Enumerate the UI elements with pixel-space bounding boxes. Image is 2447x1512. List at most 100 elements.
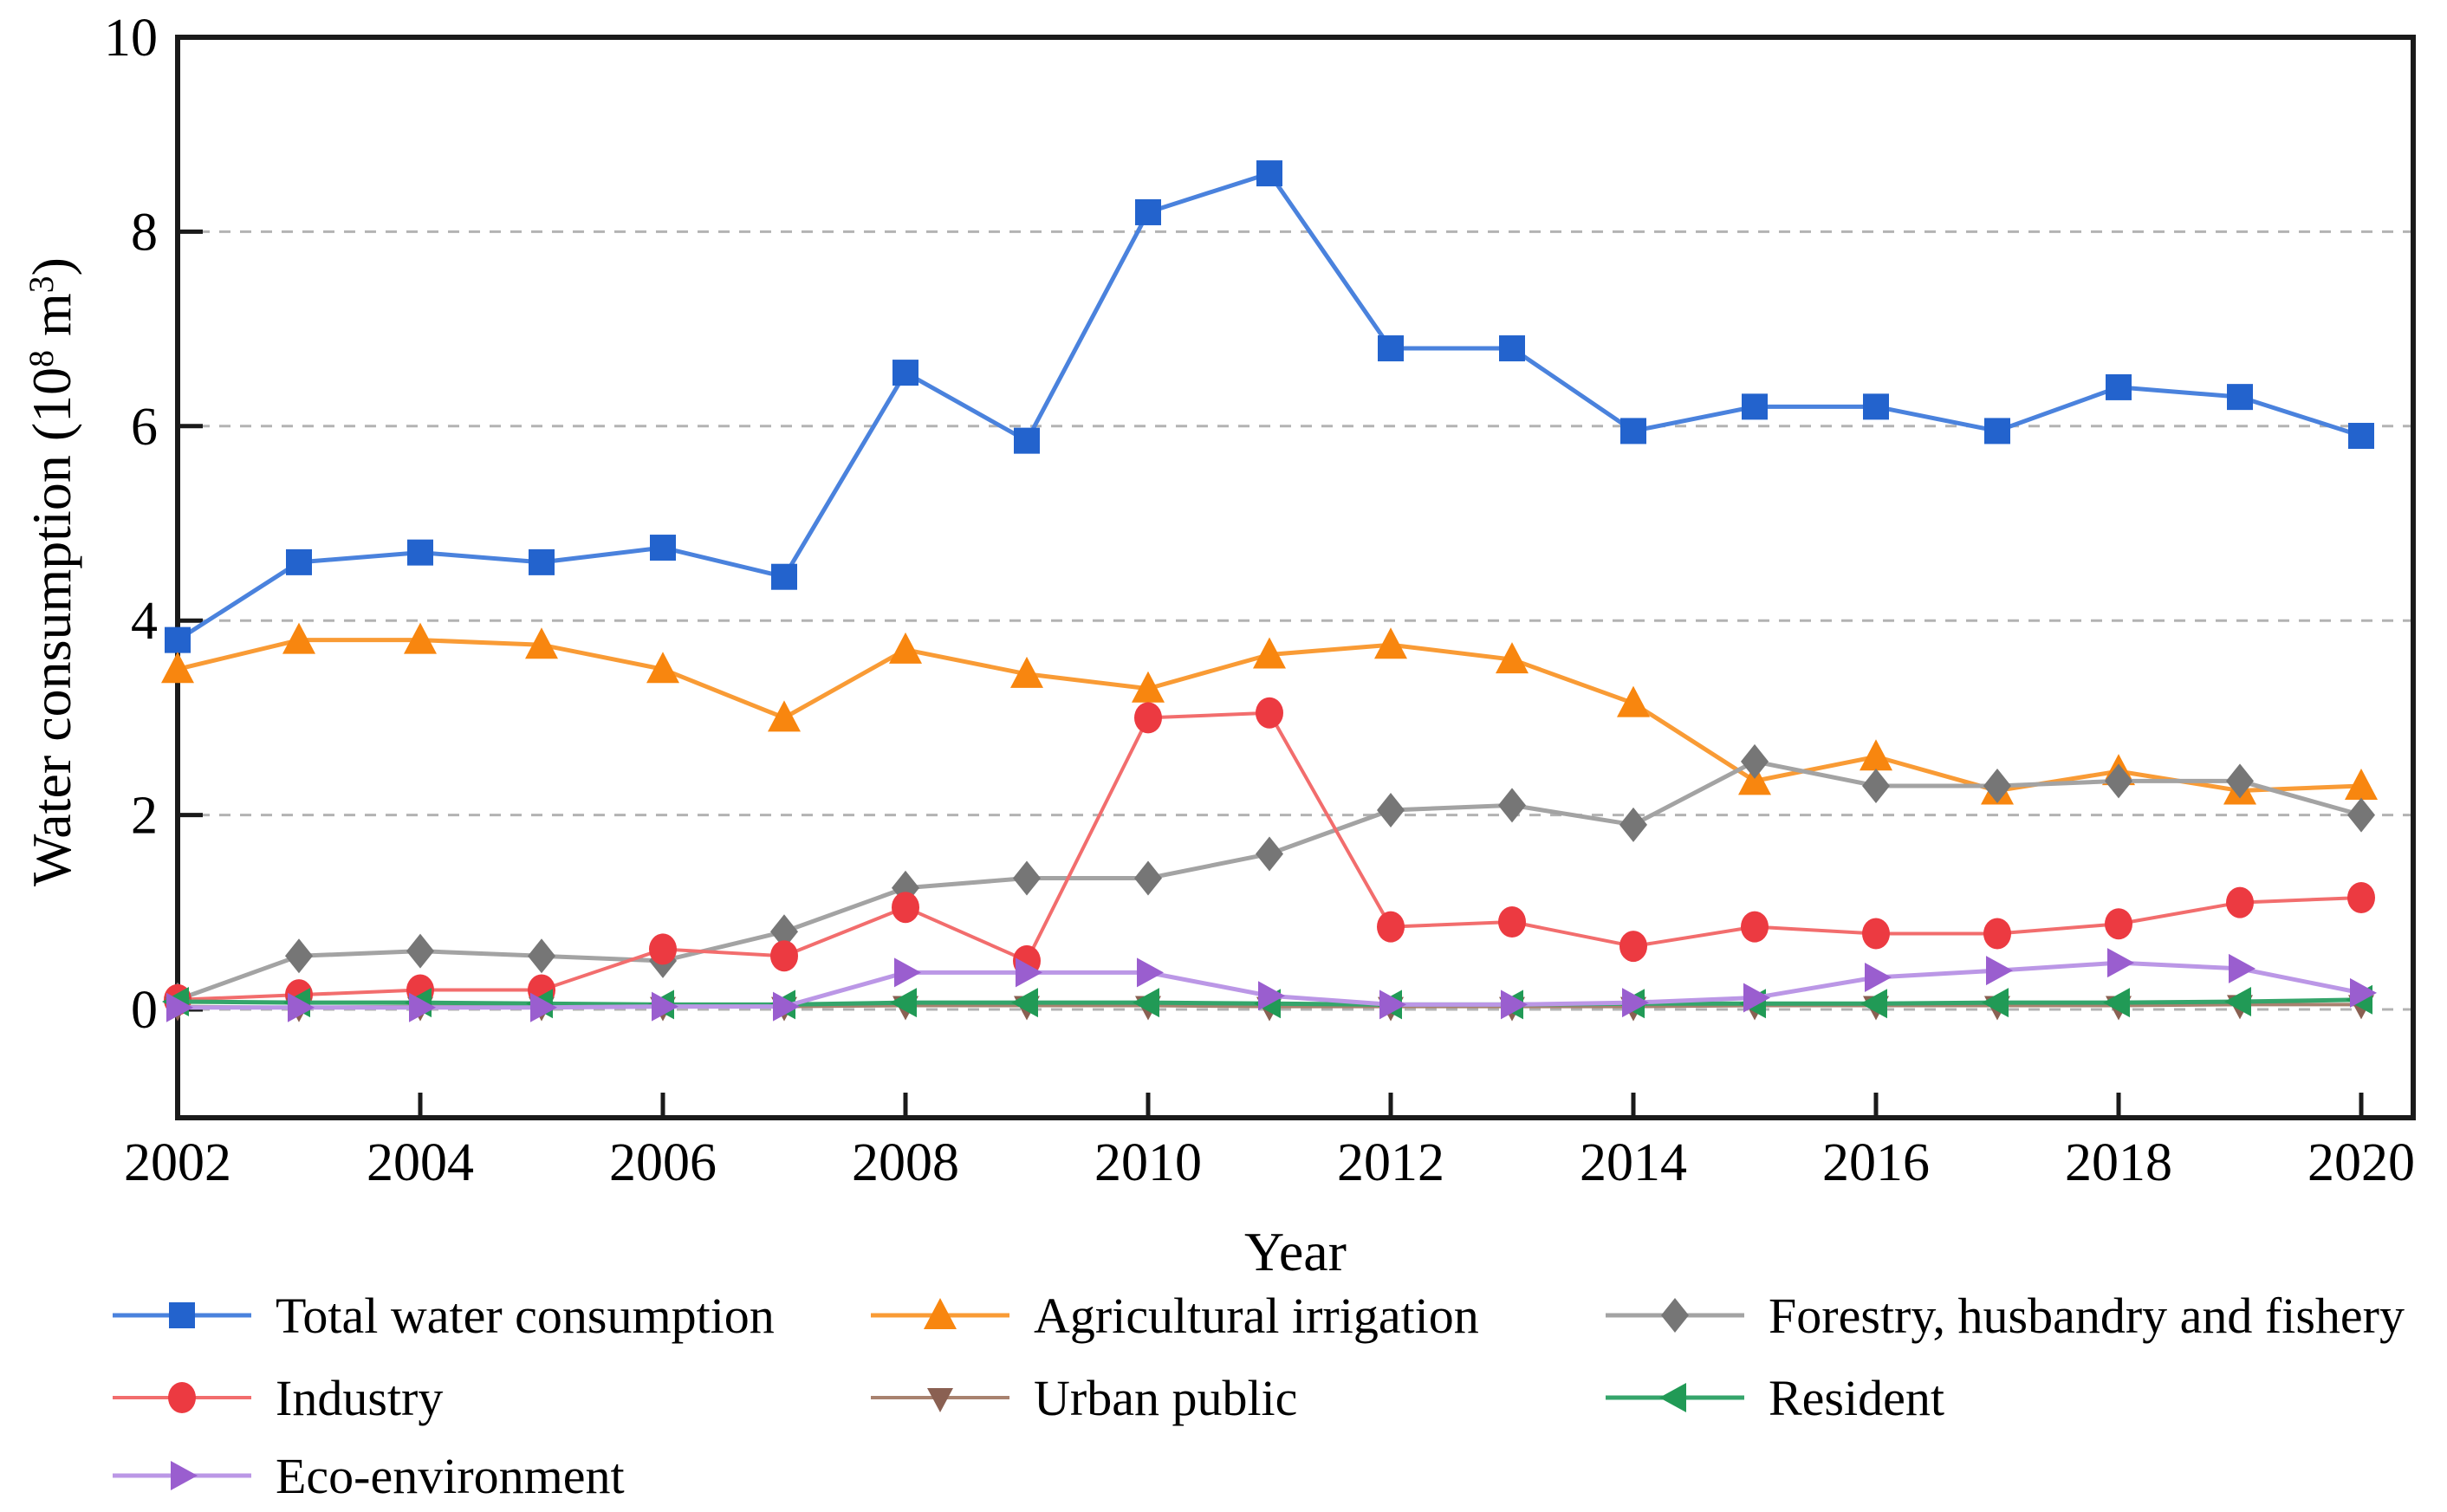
x-tick-label: 2010 [1094,1133,1202,1192]
diamond-marker [770,914,798,950]
circle-marker [2226,886,2254,918]
circle-marker [1498,906,1526,938]
series-total-water-consumption [165,160,2374,653]
square-marker [892,360,918,386]
triangle-left-marker [2224,987,2251,1017]
triangle-right-marker [1379,990,1406,1020]
y-tick-label: 2 [131,787,158,846]
circle-marker [892,892,919,924]
diamond-marker [1862,768,1890,803]
x-tick-label: 2018 [2065,1133,2172,1192]
x-tick-label: 2020 [2307,1133,2415,1192]
diamond-marker [1377,792,1405,827]
plot-frame [175,35,2416,1120]
series-forestry-husbandry-and-fishery [164,743,2375,1017]
triangle-right-marker [1743,983,1770,1013]
diamond-marker [1983,768,2011,803]
diamond-marker [285,938,313,974]
square-marker [2348,423,2374,450]
triangle-right-marker [1986,956,2013,986]
triangle-up-marker [646,652,679,684]
triangle-up-marker [1860,739,1892,771]
diamond-marker [528,938,555,974]
triangle-right-marker [409,992,436,1022]
square-marker [650,535,676,561]
triangle-right-marker [2107,948,2134,978]
square-marker [1984,418,2010,445]
triangle-right-marker [1016,957,1042,988]
square-marker [771,563,797,590]
triangle-right-marker [530,992,557,1022]
triangle-right-marker [2350,977,2377,1008]
square-marker [2106,373,2132,400]
triangle-up-marker [1253,637,1286,669]
triangle-up-marker [768,700,801,732]
triangle-left-marker [1982,988,2009,1018]
y-tick-label: 6 [131,398,158,457]
square-marker [407,539,433,566]
square-marker [1378,335,1404,362]
diamond-marker [1256,836,1283,872]
circle-marker [649,933,677,965]
series-line [176,171,2362,642]
triangle-right-marker [1137,957,1164,988]
y-tick-label: 4 [131,592,158,651]
triangle-up-marker [1010,656,1043,688]
circle-marker [2347,881,2375,913]
y-tick-label: 0 [131,981,158,1040]
triangle-right-marker [652,991,678,1022]
superscript-exponent: 8 [23,349,62,367]
triangle-right-marker [288,992,315,1022]
diamond-marker [2347,797,2375,833]
triangle-up-marker [1617,685,1650,717]
circle-marker [1619,931,1647,963]
x-tick-label: 2006 [609,1133,717,1192]
square-marker [286,548,312,575]
diamond-marker [1134,860,1162,896]
triangle-up-marker [1738,763,1771,795]
triangle-up-marker [282,622,315,654]
triangle-up-marker [161,652,194,684]
triangle-up-marker [404,622,437,654]
triangle-right-marker [1258,981,1285,1011]
triangle-left-marker [1860,989,1887,1019]
square-marker [1135,198,1161,225]
y-tick-label: 8 [131,203,158,262]
triangle-right-marker [1622,988,1649,1018]
circle-marker [1983,918,2011,950]
x-tick-label: 2016 [1822,1133,1930,1192]
square-marker [1256,160,1282,187]
diamond-marker [2105,763,2132,799]
y-axis-title: Water consumption (108 m3) [21,257,82,886]
circle-marker [1134,702,1162,734]
x-axis-title: Year [1244,1221,1347,1282]
series-line [177,759,2362,1003]
circle-marker [1862,918,1890,950]
square-marker [1499,335,1525,362]
square-marker [529,548,555,575]
superscript-cube: 3 [23,276,62,294]
diamond-marker [1013,860,1041,896]
circle-marker [1377,911,1405,943]
circle-marker [770,940,798,972]
circle-marker [1256,697,1283,729]
x-tick-label: 2002 [124,1133,231,1192]
triangle-up-marker [1496,642,1529,674]
triangle-up-marker [525,627,558,659]
diamond-marker [2226,763,2254,799]
square-marker [1014,427,1040,454]
triangle-up-marker [1132,671,1165,703]
triangle-right-marker [773,991,800,1022]
diamond-marker [1741,743,1769,779]
x-tick-label: 2012 [1337,1133,1444,1192]
series-agricultural-irrigation [161,622,2378,805]
diamond-marker [1498,788,1526,823]
diamond-marker [406,933,434,969]
x-tick-label: 2014 [1580,1133,1687,1192]
circle-marker [1741,911,1769,943]
square-marker [1863,393,1889,420]
triangle-right-marker [2229,953,2256,983]
square-marker [1742,393,1768,420]
